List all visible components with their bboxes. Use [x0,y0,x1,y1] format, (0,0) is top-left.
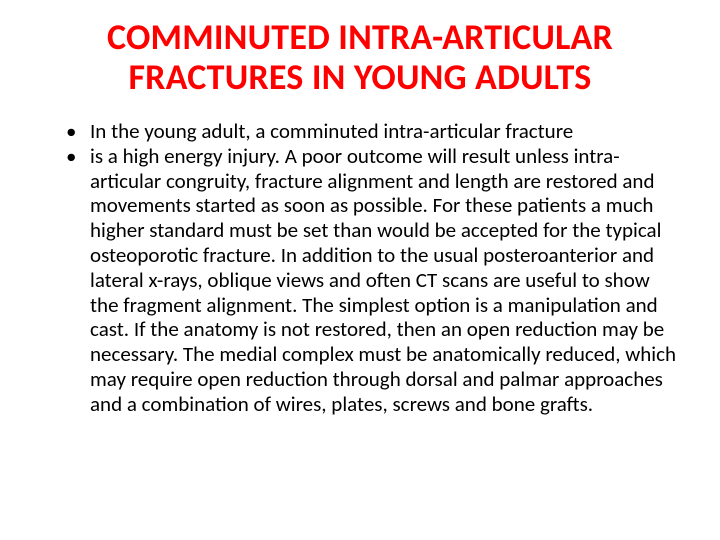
body-list: In the young adult, a comminuted intra-a… [40,119,680,416]
slide-title: COMMINUTED INTRA-ARTICULAR FRACTURES IN … [40,18,680,97]
bullet-item: In the young adult, a comminuted intra-a… [90,119,680,144]
bullet-item: is a high energy injury. A poor outcome … [90,144,680,416]
slide: COMMINUTED INTRA-ARTICULAR FRACTURES IN … [0,0,720,540]
